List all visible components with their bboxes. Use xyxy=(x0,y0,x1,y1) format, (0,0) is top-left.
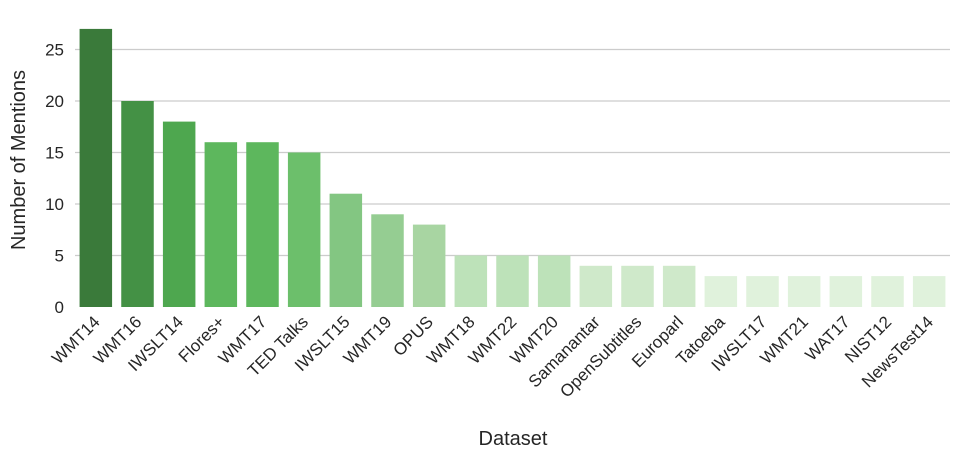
y-axis-label: Number of Mentions xyxy=(8,70,30,250)
bars xyxy=(79,28,946,308)
bar xyxy=(287,152,321,307)
bar xyxy=(829,276,863,307)
bar xyxy=(496,255,529,307)
bar xyxy=(662,265,696,307)
y-tick-label: 10 xyxy=(45,195,64,214)
y-tick-label: 15 xyxy=(45,144,64,163)
bar xyxy=(162,121,196,307)
bar xyxy=(371,214,404,307)
bar xyxy=(912,276,946,307)
y-tick-label: 0 xyxy=(55,298,64,317)
bar xyxy=(704,276,738,307)
y-tick-label: 5 xyxy=(55,247,64,266)
bar xyxy=(412,224,446,307)
bar xyxy=(579,265,613,307)
y-tick-label: 25 xyxy=(45,41,64,60)
bar xyxy=(787,276,821,307)
bar xyxy=(121,101,154,307)
bar xyxy=(621,265,654,307)
bar xyxy=(79,28,113,308)
bar xyxy=(329,193,363,307)
bar xyxy=(246,142,279,307)
bar xyxy=(204,142,238,307)
bar xyxy=(871,276,904,307)
bar xyxy=(454,255,488,307)
y-tick-label: 20 xyxy=(45,92,64,111)
y-tick-labels: 0 5 10 15 20 25 xyxy=(45,41,64,317)
bar xyxy=(746,276,779,307)
x-axis-label: Dataset xyxy=(479,428,548,450)
bar xyxy=(537,255,571,307)
